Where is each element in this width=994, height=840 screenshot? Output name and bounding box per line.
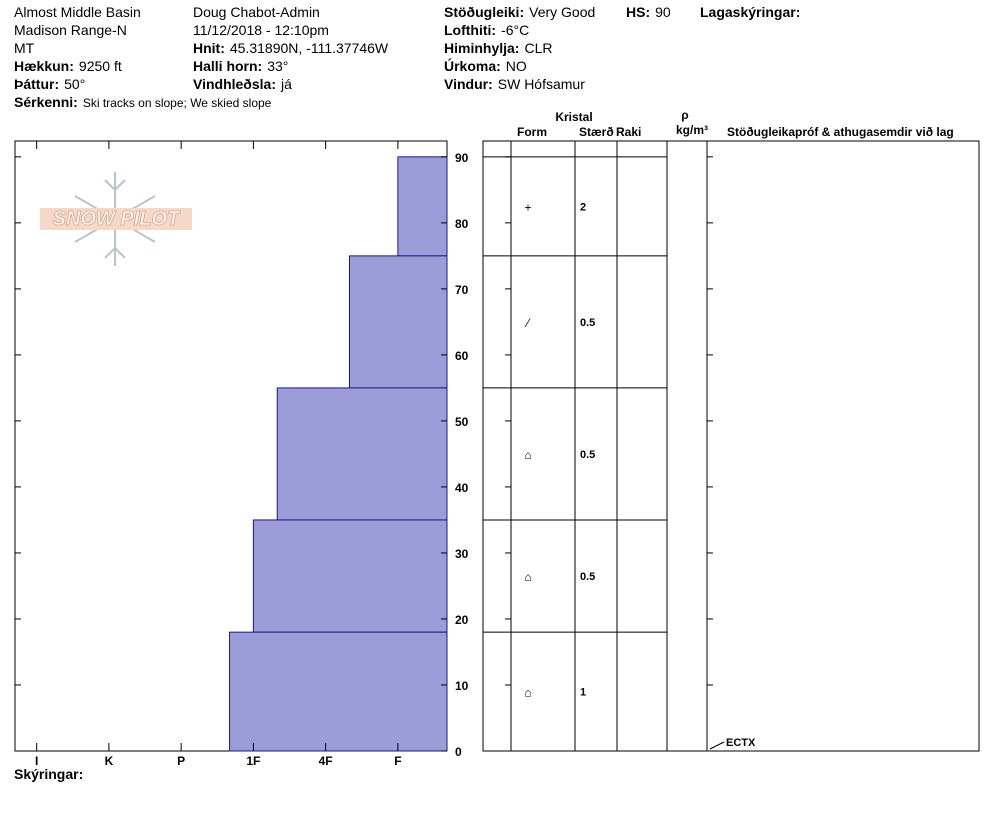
y-tick-label: 40 bbox=[455, 481, 469, 495]
header-field-label: Stöðugleiki: bbox=[444, 4, 524, 20]
header-field-label: Vindhleðsla: bbox=[193, 76, 276, 92]
header-field-value: 50° bbox=[64, 76, 85, 92]
header-moisture: Raki bbox=[616, 125, 641, 139]
header-crystal: Kristal bbox=[555, 110, 592, 124]
snow-depth-value: 90 bbox=[655, 4, 671, 20]
layer-bar bbox=[276, 387, 448, 521]
y-tick-label: 0 bbox=[455, 745, 462, 759]
grain-size: 0.5 bbox=[580, 449, 595, 461]
header-field-label: Halli horn: bbox=[193, 58, 262, 74]
y-tick-label: 80 bbox=[455, 217, 469, 231]
logo-text: SNOW PILOT bbox=[53, 208, 181, 230]
header-field-value: 9250 ft bbox=[79, 58, 122, 74]
header-text: Almost Middle Basin bbox=[14, 4, 141, 20]
header-field-value: CLR bbox=[524, 40, 552, 56]
header-text: MT bbox=[14, 40, 35, 56]
grain-form: ⁄ bbox=[524, 316, 531, 330]
test-arrow bbox=[709, 741, 725, 750]
y-tick-label: 60 bbox=[455, 349, 469, 363]
header-form: Form bbox=[517, 125, 547, 139]
grain-form: ⌂ bbox=[524, 448, 531, 462]
logo-band bbox=[40, 208, 192, 230]
y-tick-label: 10 bbox=[455, 679, 469, 693]
grain-size: 0.5 bbox=[580, 571, 595, 583]
layer-bar bbox=[348, 255, 448, 389]
layer-table-frame bbox=[482, 140, 980, 752]
header-field-value: -6°C bbox=[501, 22, 529, 38]
test-label: ECTX bbox=[726, 737, 756, 749]
x-tick-label: I bbox=[35, 754, 38, 768]
header-field-value: 45.31890N, -111.37746W bbox=[230, 40, 389, 56]
layer-bar bbox=[397, 156, 448, 257]
x-tick-label: 4F bbox=[319, 754, 333, 768]
y-tick-label: 50 bbox=[455, 415, 469, 429]
header-text: Madison Range-N bbox=[14, 22, 127, 38]
header-density-unit: kg/m³ bbox=[676, 123, 708, 137]
x-tick-label: P bbox=[177, 754, 185, 768]
header-field-value: já bbox=[280, 76, 292, 92]
header-field-label: Lofthiti: bbox=[444, 22, 496, 38]
grain-form: + bbox=[524, 200, 531, 214]
features-value: Ski tracks on slope; We skied slope bbox=[83, 96, 272, 110]
header-size: Stærð bbox=[579, 125, 614, 139]
header-field-label: Þáttur: bbox=[14, 76, 59, 92]
y-tick-label: 30 bbox=[455, 547, 469, 561]
header-field-value: Very Good bbox=[529, 4, 595, 20]
layer-notes-label: Lagaskýringar: bbox=[700, 4, 800, 20]
snow-depth-label: HS: bbox=[626, 4, 650, 20]
header-field-label: Himinhylja: bbox=[444, 40, 519, 56]
grain-form: ⌂ bbox=[524, 570, 531, 584]
y-tick-label: 20 bbox=[455, 613, 469, 627]
header-field-label: Úrkoma: bbox=[444, 57, 501, 74]
grain-size: 0.5 bbox=[580, 317, 595, 329]
header-field-label: Hnit: bbox=[193, 40, 225, 56]
x-tick-label: 1F bbox=[246, 754, 260, 768]
y-tick-label: 90 bbox=[455, 151, 469, 165]
layer-bar bbox=[229, 631, 448, 752]
layer-bar bbox=[252, 519, 448, 633]
x-tick-label: F bbox=[394, 754, 401, 768]
header-tests: Stöðugleikapróf & athugasemdir við lag bbox=[727, 125, 954, 139]
header-field-value: SW Hófsamur bbox=[498, 76, 585, 92]
header-density-symbol: ρ bbox=[681, 108, 688, 122]
footer-label: Skýringar: bbox=[14, 766, 83, 782]
y-tick-label: 70 bbox=[455, 283, 469, 297]
header-field-label: Hækkun: bbox=[14, 58, 74, 74]
x-tick-label: K bbox=[105, 754, 114, 768]
header-text: Doug Chabot-Admin bbox=[193, 4, 320, 20]
header-text: 11/12/2018 - 12:10pm bbox=[193, 22, 329, 38]
grain-form: ⌂ bbox=[524, 686, 531, 700]
header-field-label: Vindur: bbox=[444, 76, 493, 92]
header-field-value: 33° bbox=[267, 58, 288, 74]
grain-size: 1 bbox=[580, 687, 586, 699]
features-label: Sérkenni: bbox=[14, 94, 78, 110]
header-field-value: NO bbox=[506, 58, 527, 74]
grain-size: 2 bbox=[580, 201, 586, 213]
